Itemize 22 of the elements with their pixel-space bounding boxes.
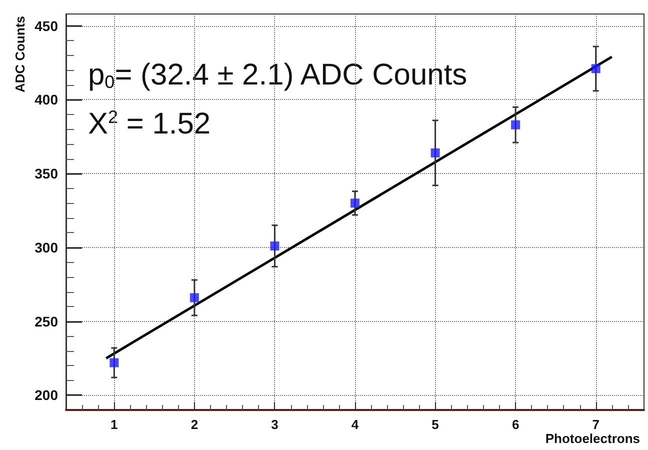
- point: [270, 241, 280, 250]
- y-axis-title: ADC Counts: [12, 16, 28, 93]
- x-tick-label: 2: [190, 417, 198, 432]
- x-tick-label: 5: [432, 417, 439, 432]
- x-axis-title: Photoelectrons: [545, 431, 640, 446]
- x-tick-label: 4: [351, 417, 360, 432]
- point: [190, 293, 199, 302]
- y-tick-label: 350: [34, 166, 58, 182]
- point: [511, 120, 520, 130]
- point: [350, 198, 360, 208]
- y-tick-label: 250: [34, 313, 58, 330]
- x-tick-label: 1: [110, 417, 118, 432]
- x-tick-label: 7: [592, 417, 600, 432]
- point: [110, 358, 119, 368]
- y-tick-label: 400: [34, 92, 58, 108]
- y-tick-label: 300: [34, 239, 58, 256]
- x-tick-label: 6: [512, 417, 520, 432]
- y-tick-label: 200: [34, 387, 58, 404]
- x-tick-label: 3: [271, 417, 278, 432]
- point: [430, 148, 440, 158]
- point: [591, 64, 600, 74]
- y-tick-label: 450: [34, 18, 58, 34]
